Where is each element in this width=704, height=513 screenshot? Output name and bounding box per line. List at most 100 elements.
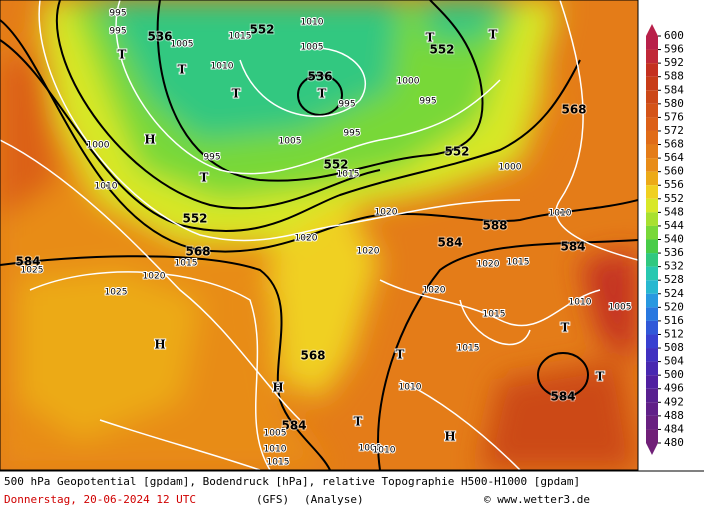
colorbar-label: 576: [664, 110, 684, 123]
colorbar-label: 568: [664, 138, 684, 151]
geopotential-label: 568: [300, 349, 325, 363]
colorbar-label: 496: [664, 382, 684, 395]
geopotential-label: 584: [550, 390, 575, 404]
colorbar-band: [646, 63, 658, 77]
isobar-label: 1005: [264, 429, 287, 439]
colorbar-band: [646, 388, 658, 403]
colorbar-band: [646, 117, 658, 131]
isobar-label: 1000: [87, 141, 110, 151]
isobar-label: 1020: [295, 234, 318, 244]
caption-date: Donnerstag, 20-06-2024 12 UTC: [4, 493, 196, 506]
colorbar-band: [646, 36, 658, 50]
colorbar-label: 508: [664, 341, 684, 354]
colorbar-band: [646, 49, 658, 64]
geopotential-label: 552: [444, 145, 469, 159]
isobar-label: 1020: [375, 208, 398, 218]
isobar-label: 1010: [211, 62, 234, 72]
colorbar-label: 596: [664, 43, 684, 56]
isobar-label: 995: [419, 97, 436, 107]
isobar-label: 995: [338, 100, 355, 110]
colorbar-label: 520: [664, 300, 684, 313]
pressure-center: T: [178, 63, 187, 77]
pressure-center: T: [200, 171, 209, 185]
colorbar-cap-bottom: [646, 443, 658, 455]
pressure-center: T: [396, 348, 405, 362]
geopotential-label: 568: [561, 103, 586, 117]
caption-run: (Analyse): [304, 493, 364, 506]
isobar-label: 1005: [279, 137, 302, 147]
colorbar-band: [646, 76, 658, 91]
pressure-center: T: [426, 31, 435, 45]
isobar-label: 1000: [397, 77, 420, 87]
caption-line: 500 hPa Geopotential [gpdam], Bodendruck…: [4, 475, 580, 488]
isobar-label: 1025: [105, 288, 128, 298]
colorbar-band: [646, 415, 658, 430]
pressure-center: T: [561, 321, 570, 335]
isobar-label: 1005: [171, 40, 194, 50]
colorbar-label: 600: [664, 29, 684, 42]
isobar-label: 995: [343, 129, 360, 139]
isobar-label: 1010: [95, 182, 118, 192]
thickness-field: [0, 0, 638, 470]
colorbar-label: 536: [664, 246, 684, 259]
pressure-center: H: [272, 381, 283, 395]
colorbar-band: [646, 429, 658, 443]
pressure-center: H: [444, 430, 455, 444]
pressure-center: H: [154, 338, 165, 352]
isobar-label: 1005: [609, 303, 632, 313]
colorbar-band: [646, 225, 658, 240]
isobar-label: 1010: [301, 18, 324, 28]
colorbar-band: [646, 239, 658, 254]
colorbar-label: 532: [664, 260, 684, 273]
geopotential-label: 584: [281, 419, 306, 433]
colorbar-band: [646, 266, 658, 281]
geopotential-contours: [0, 0, 638, 470]
pressure-center: T: [318, 87, 327, 101]
colorbar-band: [646, 103, 658, 118]
isobar-label: 995: [109, 9, 126, 19]
geopotential-label: 584: [437, 236, 462, 250]
isobar-label: 1015: [483, 310, 506, 320]
colorbar-band: [646, 348, 658, 362]
colorbar-label: 564: [664, 151, 684, 164]
colorbar-band: [646, 253, 658, 267]
colorbar-label: 528: [664, 273, 684, 286]
isobar-label: 1020: [143, 272, 166, 282]
colorbar-label: 524: [664, 287, 684, 300]
colorbar-band: [646, 158, 658, 172]
colorbar-label: 552: [664, 192, 684, 205]
isobar-label: 1015: [457, 344, 480, 354]
colorbar-band: [646, 171, 658, 186]
caption-source: © www.wetter3.de: [484, 493, 590, 506]
colorbar-label: 480: [664, 436, 684, 449]
geopotential-label: 584: [15, 255, 40, 269]
colorbar-band: [646, 198, 658, 213]
colorbar-label: 516: [664, 314, 684, 327]
isobar-label: 1005: [301, 43, 324, 53]
geopotential-label: 552: [323, 158, 348, 172]
map-frame: [0, 0, 639, 471]
colorbar-band: [646, 375, 658, 389]
geopotential-label: 536: [307, 70, 332, 84]
colorbar: 6005965925885845805765725685645605565525…: [646, 24, 684, 455]
isobar-label: 1010: [399, 383, 422, 393]
isobar-label: 1020: [357, 247, 380, 257]
colorbar-band: [646, 307, 658, 321]
colorbar-label: 492: [664, 395, 684, 408]
map-labels: 536 552 552 536 568 552 552 552 568 588 584 584 584 5…: [14, 8, 632, 469]
pressure-center: T: [232, 87, 241, 101]
colorbar-label: 584: [664, 83, 684, 96]
isobar-label: 995: [203, 153, 220, 163]
colorbar-label: 560: [664, 165, 684, 178]
isobar-label: 1010: [549, 209, 572, 219]
isobar-label: 1000: [359, 444, 382, 454]
colorbar-band: [646, 185, 658, 199]
isobar-label: 1010: [569, 298, 592, 308]
pressure-center: T: [489, 28, 498, 42]
colorbar-cap-top: [646, 24, 658, 36]
isobar-label: 1020: [423, 286, 446, 296]
map: 536 552 552 536 568 552 552 552 568 588 584 584 584 5…: [0, 0, 638, 470]
geopotential-label: 552: [249, 23, 274, 37]
colorbar-label: 548: [664, 205, 684, 218]
colorbar-band: [646, 320, 658, 335]
